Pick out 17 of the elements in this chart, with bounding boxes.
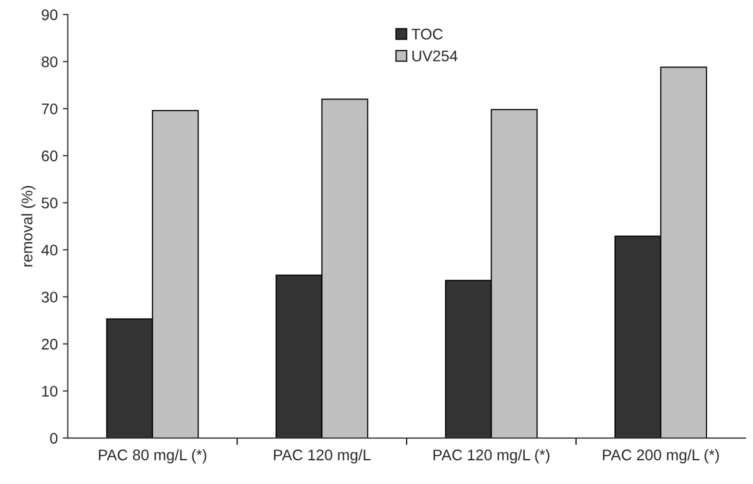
y-tick-label: 50 bbox=[42, 198, 58, 208]
y-tick-label: 80 bbox=[42, 56, 58, 68]
y-tick-label: 90 bbox=[42, 9, 58, 20]
x-tick-label: PAC 80 mg/L (*) bbox=[98, 449, 206, 464]
y-tick-label: 70 bbox=[42, 104, 58, 114]
x-tick-label: PAC 120 mg/L (*) bbox=[434, 449, 550, 464]
legend-label: UV254 bbox=[412, 50, 458, 62]
y-tick-label: 20 bbox=[42, 338, 58, 350]
y-tick-label: 30 bbox=[42, 292, 58, 303]
y-tick-label: 60 bbox=[42, 150, 58, 162]
y-tick-label: 0 bbox=[50, 432, 58, 444]
y-tick-label: 10 bbox=[42, 386, 58, 397]
y-axis-title: removal (%) bbox=[21, 186, 36, 266]
x-tick-label: PAC 200 mg/L (*) bbox=[603, 449, 719, 464]
x-tick-label: PAC 120 mg/L bbox=[274, 449, 371, 464]
legend-label: TOC bbox=[412, 28, 443, 40]
y-tick-label: 40 bbox=[41, 244, 58, 256]
